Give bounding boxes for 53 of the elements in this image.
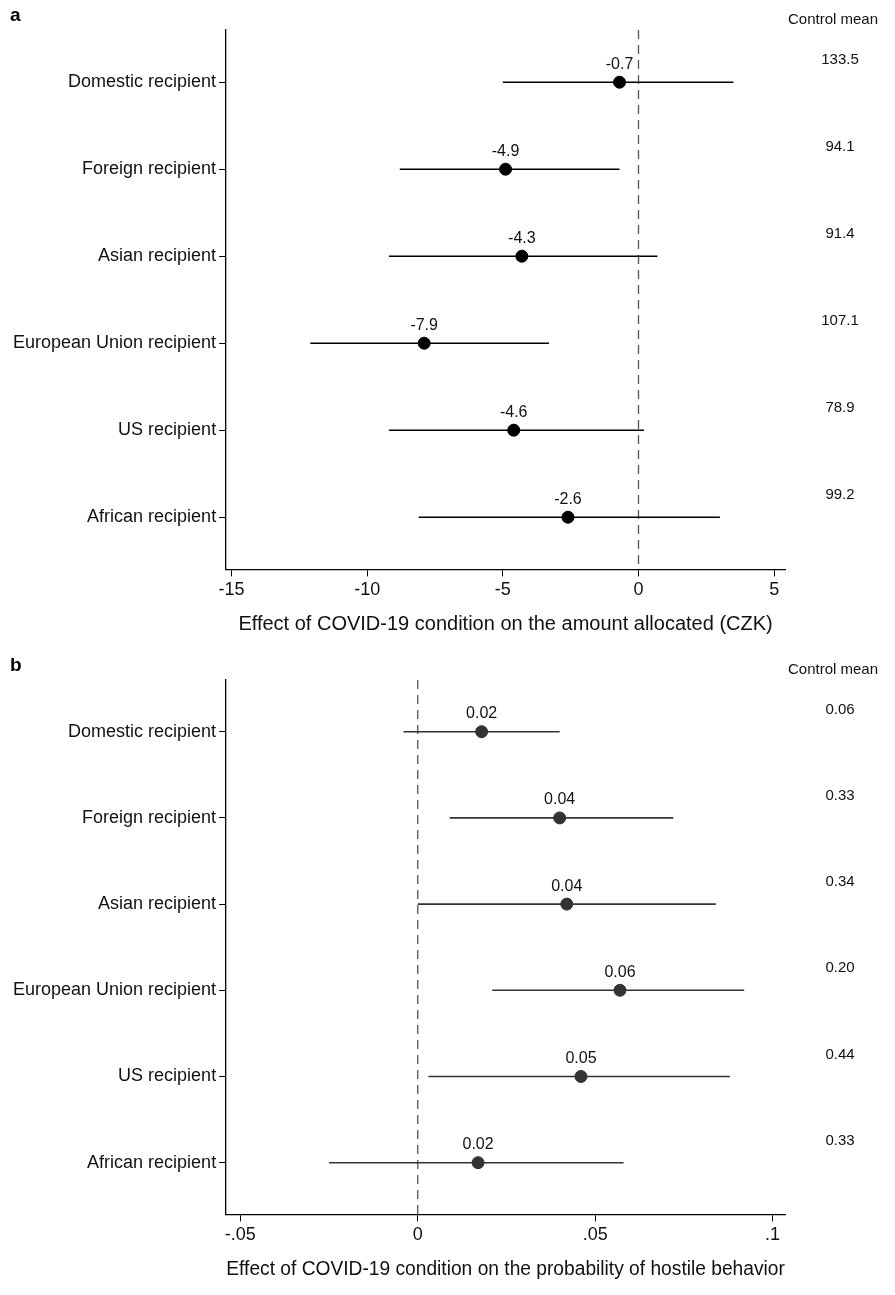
x-tick-label: -10 [354,579,381,600]
x-tick-label: 5 [769,579,780,600]
y-tick-label: Foreign recipient [82,158,217,179]
text: 0.06 [825,699,855,717]
text: 0.44 [825,1044,855,1062]
point [471,1156,485,1170]
y-tick-label: Domestic recipient [68,720,217,741]
text: 0.33 [825,786,855,804]
data-label: 0.02 [462,1135,494,1153]
data-label: -7.9 [410,315,439,333]
data-label: -4.9 [491,141,520,159]
text: 91.4 [825,224,855,242]
y-tick-label: European Union recipient [12,332,217,353]
text: 0.33 [825,1130,855,1148]
y-tick-label: African recipient [87,506,217,527]
y-tick-label: US recipient [118,1065,217,1086]
text: 133.5 [821,50,859,68]
data-label: 0.04 [544,790,576,808]
x-tick-label: .1 [765,1224,781,1245]
x-axis-title: Effect of COVID-19 condition on the probability of hostile behavior [226,1256,786,1279]
text: 107.1 [821,311,859,329]
x-tick-label: -.05 [224,1224,256,1245]
text: Control mean [787,659,879,677]
y-tick-label: European Union recipient [12,979,217,1000]
x-tick-label: -15 [218,579,245,600]
y-tick-label: African recipient [87,1151,217,1172]
data-label: -4.6 [499,402,528,420]
data-label: -0.7 [605,54,634,72]
y-tick-label: US recipient [118,419,217,440]
x-axis-title: Effect of COVID-19 condition on the amount allocated (CZK) [238,611,773,634]
y-tick-label: Asian recipient [98,893,217,914]
point [574,1069,588,1083]
text: 78.9 [825,398,855,416]
data-label: 0.05 [565,1048,597,1066]
data-label: -4.3 [508,228,536,246]
x-tick-label: .05 [582,1224,608,1245]
text: 94.1 [825,137,855,155]
text: 0.34 [825,872,855,890]
text: 99.2 [825,485,855,503]
text: a [10,3,21,25]
text: 0.20 [825,958,855,976]
text: b [10,653,22,675]
data-label: 0.02 [466,704,498,722]
y-tick-label: Foreign recipient [82,806,217,827]
data-label: 0.06 [604,962,636,980]
data-label: -2.6 [554,489,582,507]
x-tick-label: -5 [494,579,511,600]
x-tick-label: 0 [412,1224,423,1245]
x-tick-label: 0 [633,579,644,600]
y-tick-label: Domestic recipient [68,71,217,92]
data-label: 0.04 [551,876,583,894]
y-tick-label: Asian recipient [98,245,217,266]
text: Control mean [787,9,879,27]
